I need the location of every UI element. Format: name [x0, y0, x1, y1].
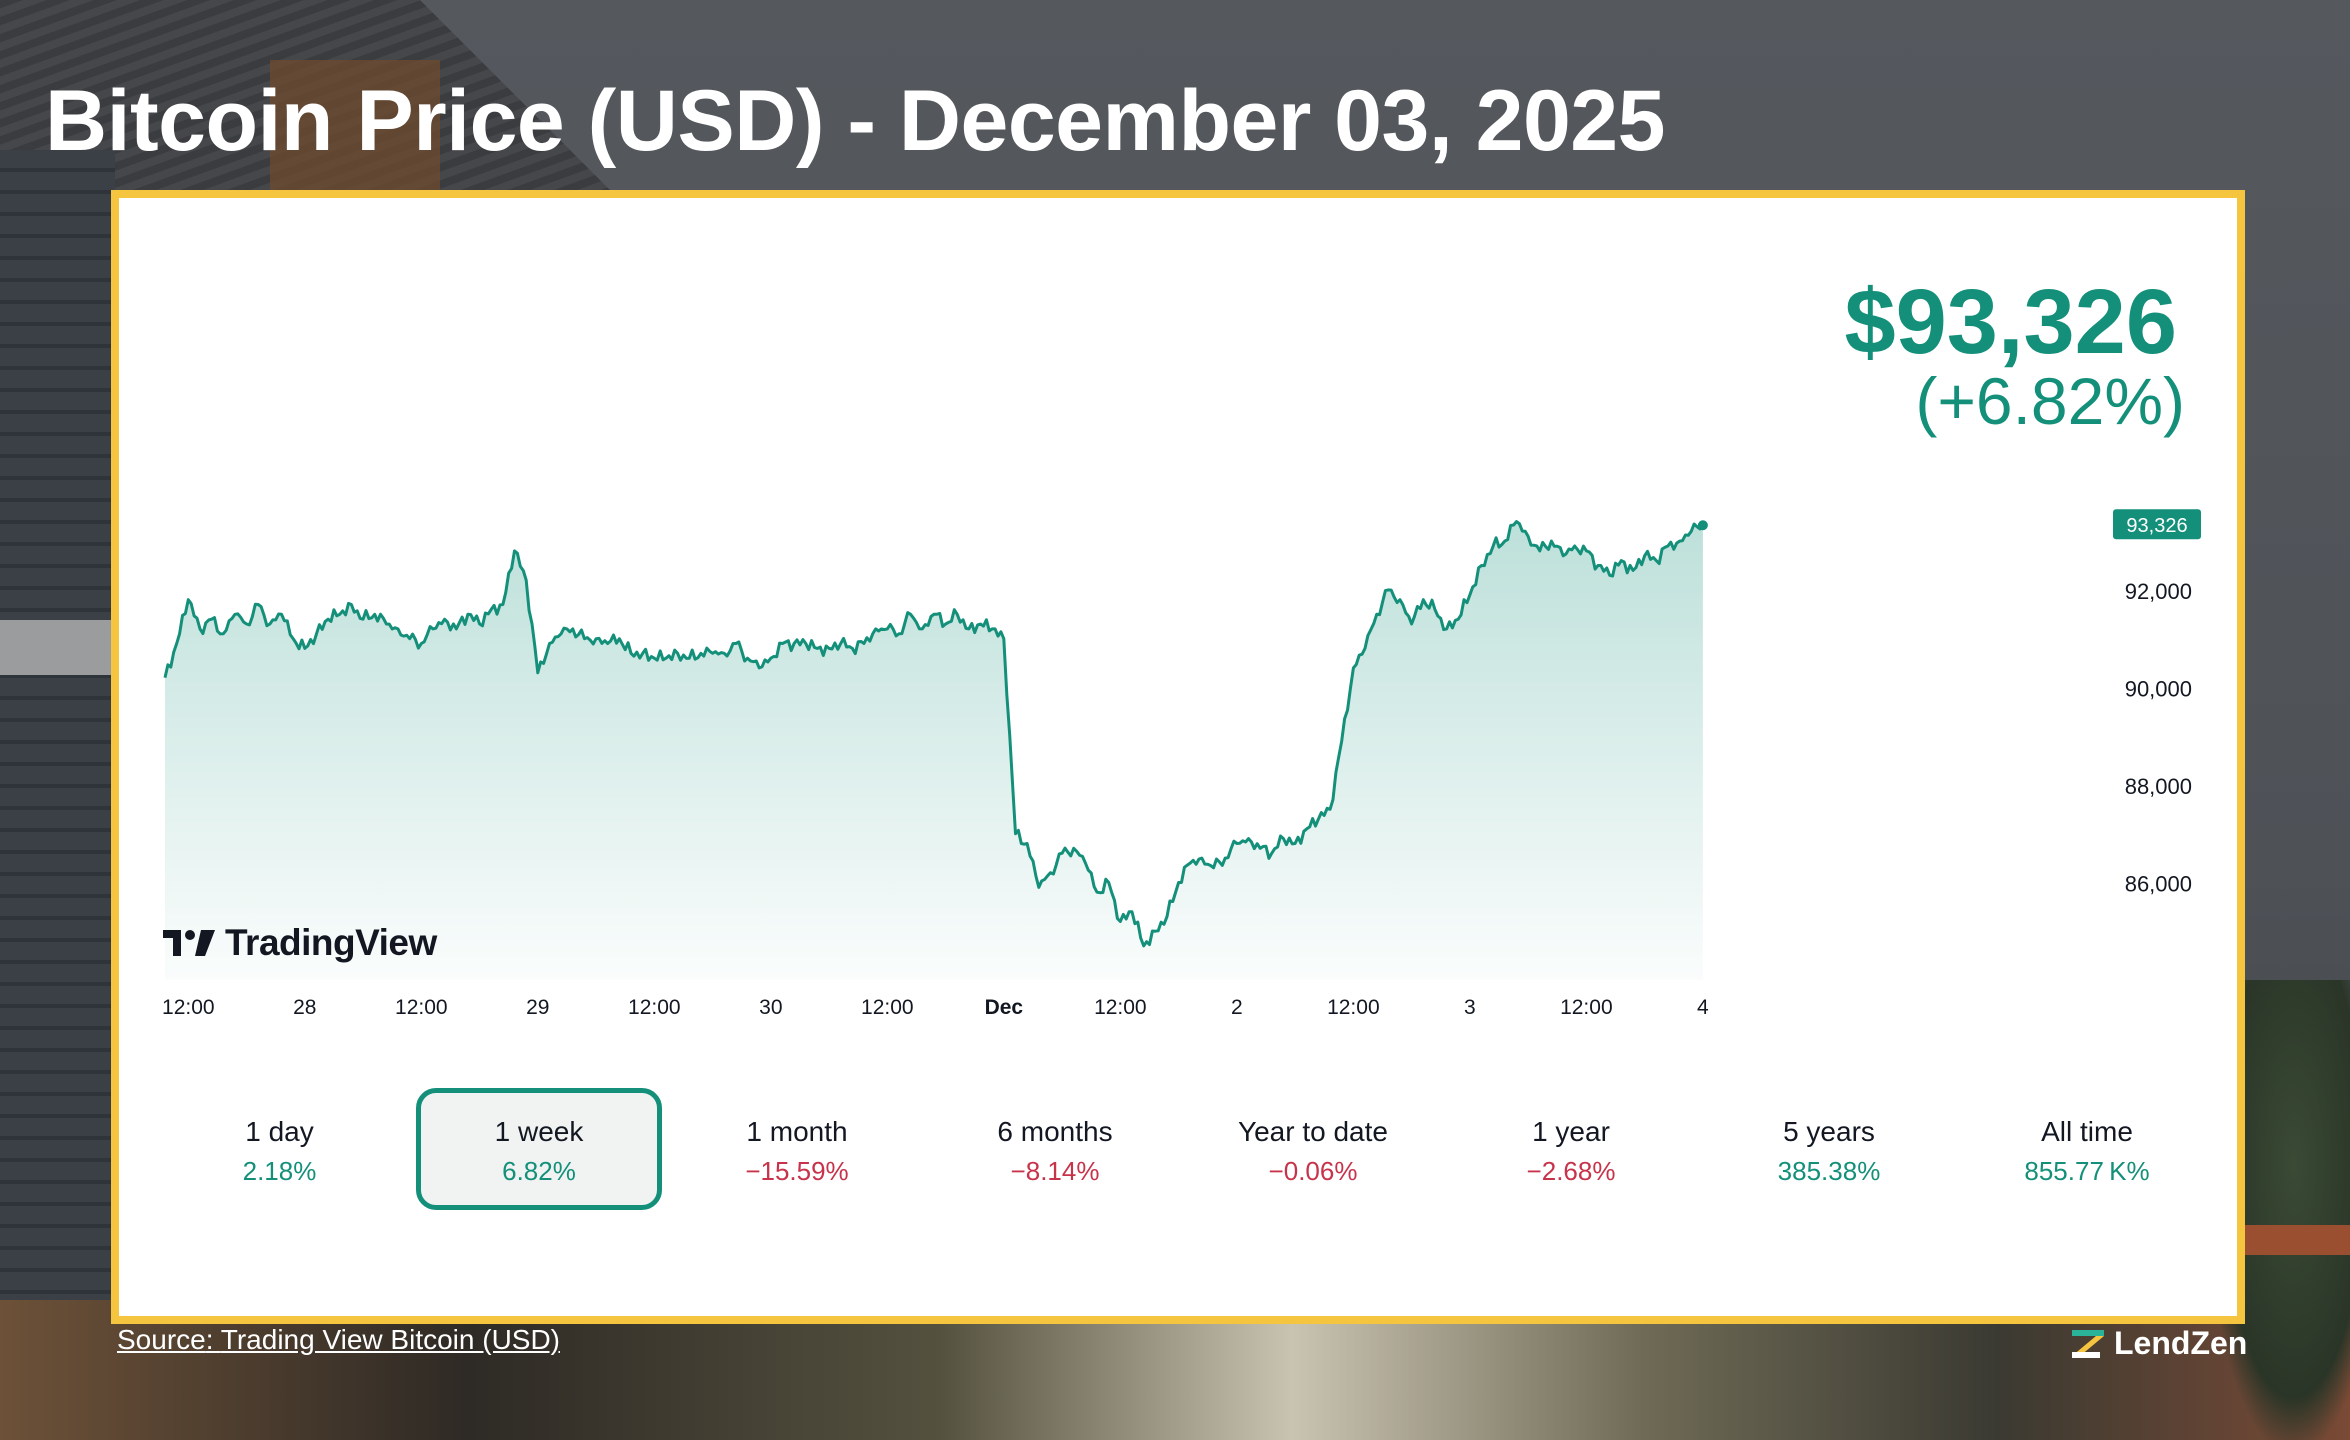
period-change: −8.14% — [1010, 1156, 1100, 1186]
period-change: −0.06% — [1268, 1156, 1358, 1186]
tradingview-logo-icon — [163, 930, 215, 956]
y-tick-label: 92,000 — [2125, 579, 2192, 604]
chart-panel: 86,000 88,000 90,000 92,000 93,326 12:00 28 12:… — [111, 190, 2245, 1324]
period-option[interactable]: 6 months −8.14% — [932, 1088, 1178, 1210]
x-tick-label: 30 — [759, 996, 782, 1019]
period-label: All time — [2041, 1116, 2133, 1147]
period-label: 1 week — [494, 1116, 584, 1147]
brand-name: LendZen — [2114, 1325, 2248, 1361]
price-change: (+6.82%) — [1915, 364, 2185, 438]
period-option[interactable]: 1 year −2.68% — [1448, 1088, 1694, 1210]
wood-gable — [270, 60, 440, 200]
source-label: Source — [117, 1324, 206, 1355]
x-tick-label: 29 — [526, 996, 549, 1019]
period-selector: 1 day 2.18% 1 week 6.82% 1 month −15.59% 6 mon… — [119, 1088, 2237, 1228]
y-tick-label: 90,000 — [2125, 676, 2192, 701]
source-text: Trading View Bitcoin (USD) — [220, 1324, 561, 1355]
x-tick-label: 28 — [293, 996, 316, 1019]
period-option[interactable]: Year to date −0.06% — [1190, 1088, 1436, 1210]
x-tick-label: 12:00 — [628, 996, 681, 1019]
period-option[interactable]: All time 855.77 K% — [1964, 1088, 2210, 1210]
last-price-label: 93,326 — [2126, 515, 2187, 537]
tradingview-logo: TradingView — [163, 922, 437, 964]
source-link[interactable]: Source: Trading View Bitcoin (USD) — [117, 1324, 561, 1355]
period-change: −2.68% — [1526, 1156, 1616, 1186]
period-change: 385.38% — [1777, 1156, 1881, 1186]
brand-logo: LendZen — [2070, 1325, 2247, 1362]
last-price-tag — [2113, 509, 2201, 540]
y-tick-label: 86,000 — [2125, 871, 2192, 896]
tradingview-logo-text: TradingView — [225, 922, 437, 963]
period-label: 1 year — [1532, 1116, 1610, 1147]
period-label: Year to date — [1238, 1116, 1388, 1147]
series-area — [165, 521, 1703, 980]
page-title: Bitcoin Price (USD) - December 03, 2025 — [45, 73, 1665, 169]
period-change: 855.77 K% — [2024, 1156, 2150, 1186]
house-siding — [0, 150, 115, 1440]
x-tick-label: 12:00 — [162, 996, 215, 1019]
lendzen-logo-icon — [2072, 1329, 2104, 1358]
x-tick-label: 2 — [1231, 996, 1243, 1019]
x-tick-label: Dec — [985, 996, 1024, 1019]
x-tick-label: 12:00 — [1560, 996, 1613, 1019]
period-change: 6.82% — [502, 1156, 576, 1186]
period-option[interactable]: 1 week 6.82% — [416, 1088, 662, 1210]
last-point — [1697, 520, 1708, 531]
period-label: 1 month — [746, 1116, 848, 1147]
period-label: 5 years — [1783, 1116, 1875, 1147]
period-label: 6 months — [997, 1116, 1113, 1147]
y-tick-label: 88,000 — [2125, 774, 2192, 799]
period-option[interactable]: 1 month −15.59% — [674, 1088, 920, 1210]
current-price: $93,326 — [1844, 271, 2177, 373]
x-tick-label: 12:00 — [1327, 996, 1380, 1019]
period-option[interactable]: 1 day 2.18% — [157, 1088, 403, 1210]
period-option[interactable]: 5 years 385.38% — [1706, 1088, 1952, 1210]
period-change: 2.18% — [242, 1156, 317, 1186]
price-chart[interactable]: 86,000 88,000 90,000 92,000 93,326 12:00 28 12:… — [119, 198, 2237, 1316]
x-tick-label: 3 — [1464, 996, 1476, 1019]
x-tick-label: 4 — [1697, 996, 1709, 1019]
x-tick-label: 12:00 — [861, 996, 914, 1019]
house-trim — [0, 620, 120, 675]
x-tick-label: 12:00 — [1094, 996, 1147, 1019]
period-label: 1 day — [245, 1116, 314, 1147]
series-line — [163, 520, 1705, 948]
x-tick-label: 12:00 — [395, 996, 448, 1019]
period-change: −15.59% — [745, 1156, 849, 1186]
